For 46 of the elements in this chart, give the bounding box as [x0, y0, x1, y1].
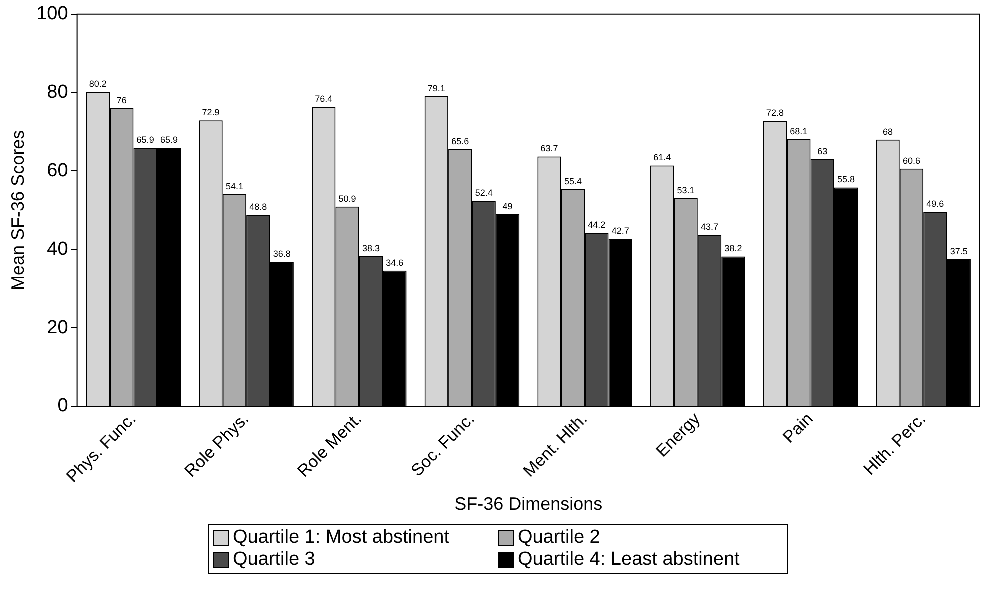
data-label: 68	[883, 126, 894, 137]
y-tick-label: 0	[58, 396, 68, 417]
data-label: 72.8	[766, 108, 784, 118]
data-label: 50.9	[338, 194, 356, 204]
legend-label: Quartile 2	[517, 527, 602, 549]
data-label: 48.8	[250, 202, 268, 212]
data-label: 68.1	[790, 126, 808, 136]
data-label: 65.9	[136, 135, 154, 146]
data-label: 79.1	[428, 83, 446, 94]
data-label: 72.9	[202, 108, 220, 118]
data-label: 44.2	[588, 220, 606, 230]
data-label: 63	[818, 146, 828, 156]
y-axis-title: Mean SF-36 Scores	[8, 130, 28, 290]
data-label: 52.4	[475, 188, 493, 198]
data-label: 36.8	[273, 249, 291, 260]
y-tick-label: 60	[47, 160, 68, 182]
legend-label: Quartile 1: Most abstinent	[232, 527, 450, 549]
x-tick-label: Pain	[779, 409, 817, 447]
x-axis-title: SF-36 Dimensions	[454, 494, 603, 514]
y-tick-label: 80	[47, 82, 68, 104]
data-label: 38.2	[724, 244, 742, 254]
data-label: 55.8	[838, 174, 856, 185]
y-tick-label: 20	[47, 317, 68, 338]
data-label: 49	[502, 201, 513, 212]
data-label: 65.6	[452, 136, 470, 146]
data-label: 76	[116, 95, 127, 106]
x-tick-label: Hlth. Perc.	[860, 409, 930, 479]
data-label: 38.3	[362, 243, 380, 254]
y-tick-label: 100	[36, 4, 68, 25]
data-label: 42.7	[612, 226, 630, 236]
data-label: 61.4	[654, 152, 672, 163]
data-label: 37.5	[950, 246, 968, 256]
data-label: 43.7	[700, 222, 719, 232]
data-label: 76.4	[315, 94, 333, 104]
legend-label: Quartile 4: Least abstinent	[517, 549, 741, 571]
data-label: 60.6	[902, 156, 920, 166]
legend-label: Quartile 3	[232, 549, 316, 571]
data-label: 80.2	[89, 79, 107, 90]
data-label: 63.7	[540, 144, 558, 154]
data-label: 54.1	[226, 181, 244, 192]
y-tick-label: 40	[47, 238, 68, 260]
data-label: 55.4	[564, 176, 582, 186]
data-label: 34.6	[386, 258, 404, 268]
data-label: 53.1	[677, 185, 695, 196]
data-label: 49.6	[926, 199, 944, 210]
data-label: 65.9	[160, 135, 178, 146]
